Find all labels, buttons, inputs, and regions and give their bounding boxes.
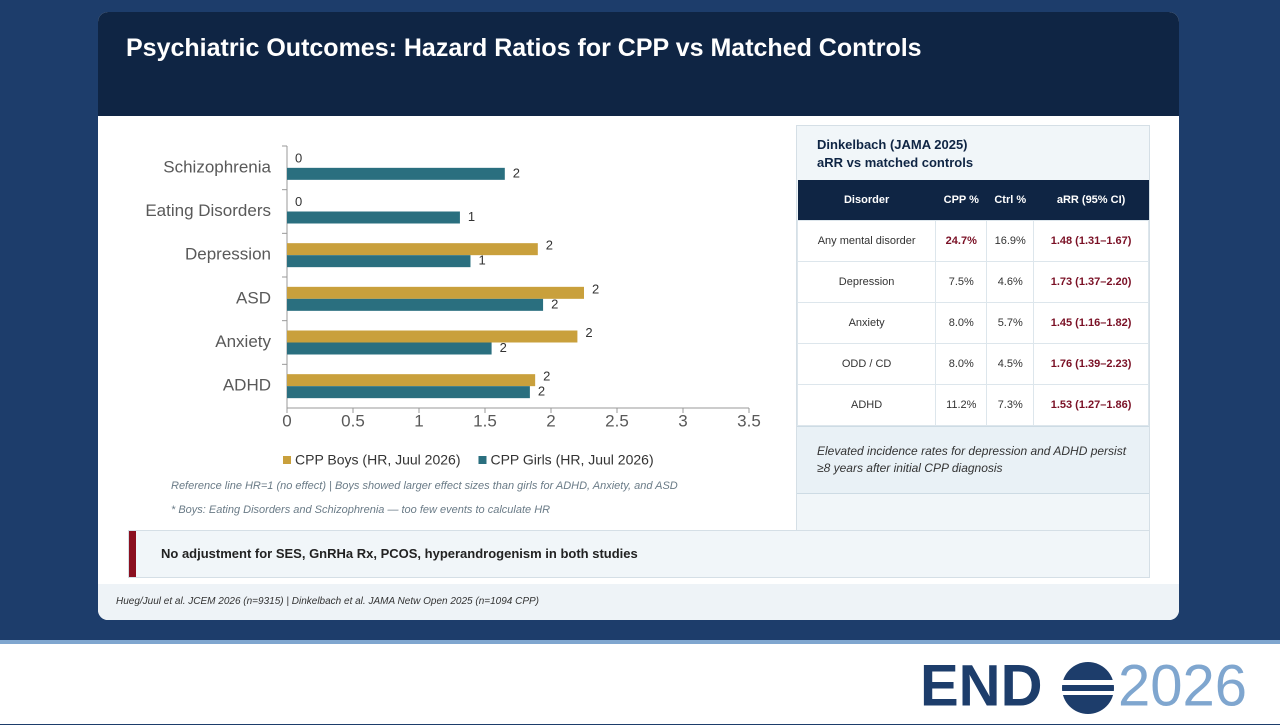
table-cell: 7.5% <box>935 261 988 303</box>
x-tick-label: 2.5 <box>605 411 629 430</box>
data-label: 2 <box>538 384 545 399</box>
legend-label: CPP Girls (HR, Juul 2026) <box>490 452 653 468</box>
y-tick-label: Depression <box>185 245 271 264</box>
citation: Hueg/Juul et al. JCEM 2026 (n=9315) | Di… <box>116 596 540 607</box>
bar <box>287 255 471 268</box>
title: Psychiatric Outcomes: Hazard Ratios for … <box>126 34 922 62</box>
logo-brand: END <box>920 653 1042 718</box>
table-header: Disorder <box>797 180 936 221</box>
y-tick-label: Anxiety <box>215 332 271 351</box>
banner-text: No adjustment for SES, GnRHa Rx, PCOS, h… <box>161 546 638 561</box>
data-label: 2 <box>551 296 558 311</box>
table-header: aRR (95% CI) <box>1033 180 1149 221</box>
table-cell: ADHD <box>796 384 937 426</box>
table-row: Any mental disorder 24.7% 16.9% 1.48 (1.31–… <box>796 220 1149 262</box>
table-title: Dinkelbach (JAMA 2025) aRR vs matched con… <box>817 136 973 172</box>
bar <box>287 167 505 180</box>
x-tick-label: 0 <box>282 411 291 430</box>
data-label: 2 <box>585 325 592 340</box>
table-panel: Dinkelbach (JAMA 2025) aRR vs matched con… <box>796 125 1150 531</box>
table-cell: 24.7% <box>935 220 988 262</box>
bar <box>287 286 584 299</box>
table-cell: Anxiety <box>796 302 937 344</box>
bar <box>287 386 530 399</box>
bar <box>287 330 578 343</box>
table-cell: 5.7% <box>986 302 1035 344</box>
table: Disorder CPP % Ctrl % aRR (95% CI) Any menta… <box>796 180 1149 426</box>
table-header: Ctrl % <box>986 180 1034 221</box>
bar <box>287 298 544 311</box>
table-cell: ODD / CD <box>796 343 937 385</box>
table-cell: 8.0% <box>935 343 988 385</box>
y-tick-label: Eating Disorders <box>145 201 271 220</box>
x-tick-label: 3.5 <box>737 411 761 430</box>
header: Psychiatric Outcomes: Hazard Ratios for … <box>98 12 1179 116</box>
data-label: 1 <box>468 209 475 224</box>
footer: Hueg/Juul et al. JCEM 2026 (n=9315) | Di… <box>98 584 1179 620</box>
data-label: 2 <box>500 340 507 355</box>
table-cell: 1.48 (1.31–1.67) <box>1033 220 1149 262</box>
table-cell: 1.53 (1.27–1.86) <box>1033 384 1149 426</box>
table-row: ODD / CD 8.0% 4.5% 1.76 (1.39–2.23) <box>796 343 1149 385</box>
logo: END 2026 <box>920 653 1247 718</box>
note: * Boys: Eating Disorders and Schizophren… <box>171 504 550 516</box>
data-label: 2 <box>543 369 550 384</box>
data-label: 0 <box>295 194 302 209</box>
logo-year: 2026 <box>1118 653 1247 718</box>
table-header: CPP % <box>935 180 987 221</box>
x-tick-label: 0.5 <box>341 411 365 430</box>
note: Reference line HR=1 (no effect) | Boys s… <box>171 480 678 492</box>
table-cell: 1.45 (1.16–1.82) <box>1033 302 1149 344</box>
table-cell: 8.0% <box>935 302 988 344</box>
legend-swatch <box>283 456 291 464</box>
bar <box>287 243 538 256</box>
table-row: Anxiety 8.0% 5.7% 1.45 (1.16–1.82) <box>796 302 1149 344</box>
chart: 0 0.5 1 1.5 2 2.5 3 3.5 Schizophrenia 0 2 Eating Di… <box>145 145 761 516</box>
table-cell: 7.3% <box>986 384 1035 426</box>
table-cell: Any mental disorder <box>796 220 937 262</box>
data-label: 2 <box>513 165 520 180</box>
y-tick-label: Schizophrenia <box>163 157 271 176</box>
table-row: Depression 7.5% 4.6% 1.73 (1.37–2.20) <box>796 261 1149 303</box>
table-cell: 4.5% <box>986 343 1035 385</box>
legend-swatch <box>478 456 487 464</box>
y-tick-label: ASD <box>236 288 271 307</box>
table-title-text: Dinkelbach (JAMA 2025) <box>817 137 968 152</box>
x-tick-label: 1 <box>414 411 423 430</box>
bar <box>287 374 536 387</box>
data-label: 1 <box>478 253 485 268</box>
data-label: 2 <box>546 238 553 253</box>
table-cell: 4.6% <box>986 261 1035 303</box>
bar <box>287 342 492 355</box>
x-tick-label: 2 <box>546 411 555 430</box>
y-tick-label: ADHD <box>223 376 271 395</box>
table-cell: Depression <box>796 261 937 303</box>
callout: Elevated incidence rates for depression … <box>797 426 1149 494</box>
logo-strip: END 2026 <box>0 640 1280 724</box>
legend-label: CPP Boys (HR, Juul 2026) <box>295 452 460 468</box>
table-subtitle: aRR vs matched controls <box>817 155 974 170</box>
banner: No adjustment for SES, GnRHa Rx, PCOS, h… <box>128 530 1150 578</box>
data-label: 2 <box>592 281 599 296</box>
card: Psychiatric Outcomes: Hazard Ratios for … <box>98 12 1179 620</box>
table-cell: 1.73 (1.37–2.20) <box>1033 261 1149 303</box>
data-label: 0 <box>295 150 302 165</box>
table-row: ADHD 11.2% 7.3% 1.53 (1.27–1.86) <box>796 384 1149 426</box>
table-cell: 16.9% <box>986 220 1035 262</box>
table-cell: 11.2% <box>935 384 988 426</box>
bar <box>287 211 460 224</box>
table-cell: 1.76 (1.39–2.23) <box>1033 343 1149 385</box>
x-tick-label: 3 <box>678 411 687 430</box>
x-tick-label: 1.5 <box>473 411 497 430</box>
